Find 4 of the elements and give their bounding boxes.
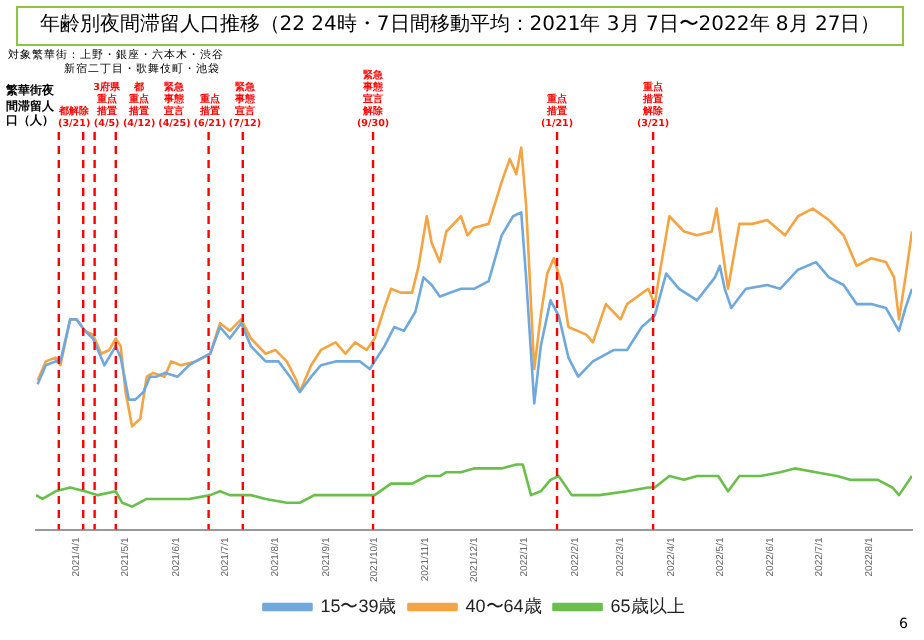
legend-label: 40〜64歳 <box>465 595 542 616</box>
chart-title: 年齢別夜間滞留人口推移（22 24時・7日間移動平均：2021年 3月 7日〜2022年 8月 27日） <box>16 6 904 46</box>
legend-label: 65歳以上 <box>610 595 685 616</box>
legend-label: 15〜39歳 <box>320 595 397 616</box>
